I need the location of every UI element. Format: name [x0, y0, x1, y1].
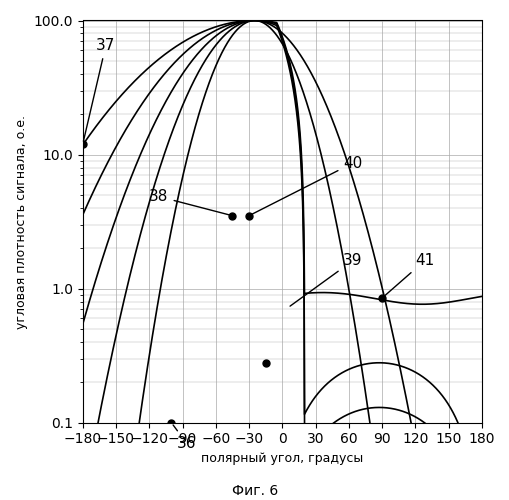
Text: 36: 36	[173, 425, 196, 451]
Text: 38: 38	[149, 189, 229, 215]
Text: 39: 39	[290, 253, 362, 306]
Text: 41: 41	[383, 253, 434, 296]
Text: Фиг. 6: Фиг. 6	[232, 484, 277, 498]
X-axis label: полярный угол, градусы: полярный угол, градусы	[201, 452, 363, 465]
Y-axis label: угловая плотность сигнала, о.е.: угловая плотность сигнала, о.е.	[15, 114, 28, 328]
Text: 37: 37	[83, 38, 115, 142]
Text: 40: 40	[251, 156, 362, 214]
